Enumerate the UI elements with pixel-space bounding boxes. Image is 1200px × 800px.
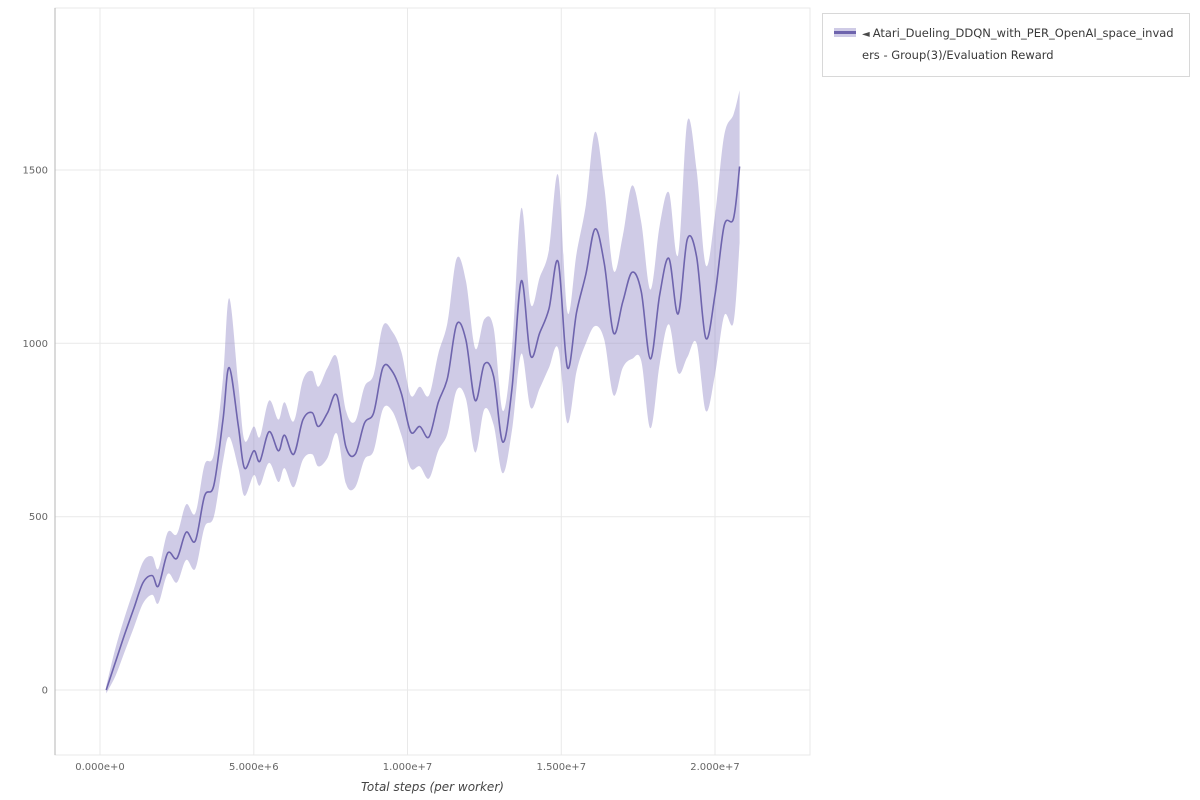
svg-text:1000: 1000 (23, 339, 48, 350)
series-name: Atari_Dueling_DDQN_with_PER_OpenAI_space… (862, 26, 1174, 62)
legend-label: ◄ Atari_Dueling_DDQN_with_PER_OpenAI_spac… (862, 23, 1178, 67)
svg-text:1.000e+7: 1.000e+7 (383, 762, 433, 773)
svg-text:0.000e+0: 0.000e+0 (75, 762, 125, 773)
legend: ◄ Atari_Dueling_DDQN_with_PER_OpenAI_spac… (822, 13, 1190, 77)
x-axis-title: Total steps (per worker) (361, 780, 504, 794)
line-color-sample (834, 31, 856, 34)
series-color-swatch (834, 28, 856, 37)
svg-text:2.000e+7: 2.000e+7 (690, 762, 740, 773)
svg-text:1.500e+7: 1.500e+7 (537, 762, 587, 773)
collapse-icon: ◄ (862, 29, 870, 40)
svg-text:1500: 1500 (23, 166, 48, 177)
legend-item[interactable]: ◄ Atari_Dueling_DDQN_with_PER_OpenAI_spac… (834, 23, 1178, 67)
svg-text:500: 500 (29, 512, 48, 523)
svg-text:5.000e+6: 5.000e+6 (229, 762, 279, 773)
svg-text:0: 0 (42, 686, 48, 697)
